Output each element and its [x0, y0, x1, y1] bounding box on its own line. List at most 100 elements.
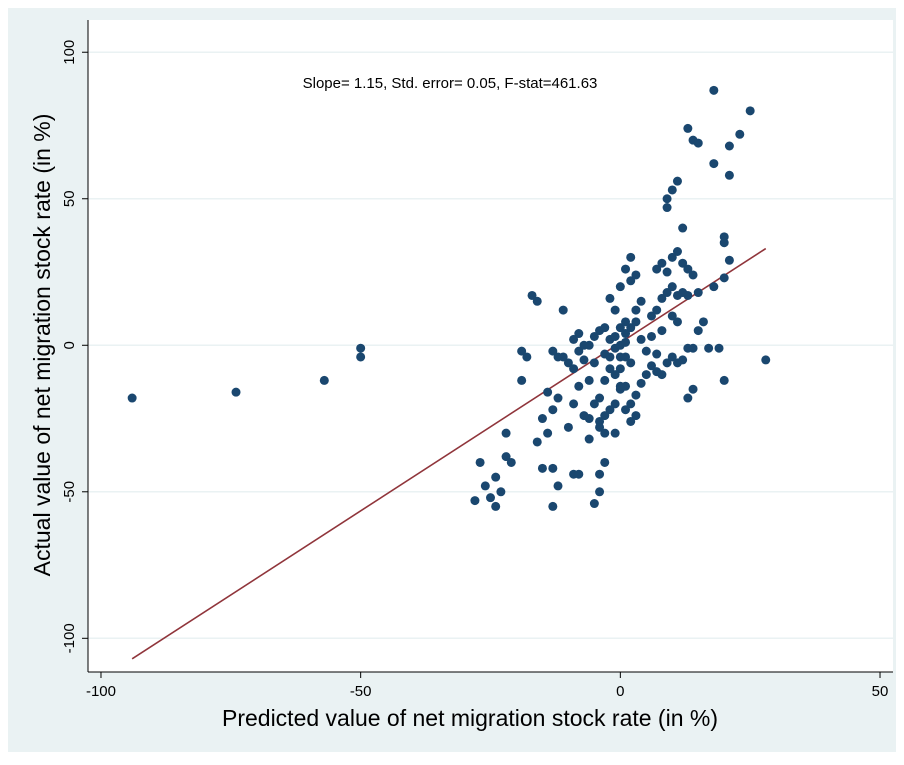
x-axis-title: Predicted value of net migration stock r…	[222, 705, 718, 731]
point	[615, 364, 625, 374]
point	[532, 437, 542, 447]
point	[501, 428, 511, 438]
point	[506, 457, 516, 467]
point	[579, 340, 589, 350]
point	[491, 501, 501, 511]
point	[631, 390, 641, 400]
point	[480, 481, 490, 491]
point	[486, 493, 495, 503]
point	[595, 487, 605, 497]
point	[621, 317, 631, 327]
point	[719, 273, 729, 283]
point	[626, 276, 636, 286]
point	[548, 405, 558, 415]
point	[647, 361, 656, 371]
point	[553, 481, 563, 491]
point	[579, 411, 589, 421]
point	[548, 463, 558, 473]
point	[662, 288, 672, 298]
point	[626, 416, 636, 426]
point	[605, 364, 615, 374]
point	[595, 469, 605, 479]
point	[724, 141, 734, 151]
point	[600, 323, 610, 333]
point	[636, 296, 646, 306]
point	[652, 264, 662, 274]
point	[621, 329, 631, 339]
point	[714, 343, 724, 353]
point	[719, 375, 729, 385]
point	[537, 414, 547, 424]
point	[569, 399, 579, 409]
point	[615, 323, 625, 333]
point	[496, 487, 506, 497]
point	[735, 129, 745, 139]
point	[584, 434, 594, 444]
point	[527, 290, 537, 300]
point	[626, 358, 636, 368]
point	[589, 331, 599, 341]
fit-line	[131, 247, 767, 660]
point	[574, 329, 584, 339]
point	[626, 252, 636, 262]
point	[647, 311, 656, 321]
point	[127, 393, 137, 403]
point	[610, 428, 620, 438]
point	[475, 457, 485, 467]
point	[595, 422, 605, 432]
point	[709, 159, 719, 169]
point	[610, 331, 620, 341]
x-tick-label: 0	[616, 683, 624, 700]
point	[548, 501, 558, 511]
point	[652, 305, 662, 315]
point	[543, 428, 553, 438]
point	[595, 393, 605, 403]
point	[621, 337, 631, 347]
point	[522, 352, 532, 362]
point	[652, 349, 662, 359]
point	[662, 203, 672, 213]
point	[709, 282, 719, 292]
point	[569, 364, 579, 374]
point	[610, 305, 620, 315]
point	[662, 267, 672, 277]
point	[698, 317, 708, 327]
point	[693, 138, 703, 148]
point	[615, 352, 625, 362]
point	[517, 375, 527, 385]
point	[615, 381, 625, 391]
point	[724, 255, 734, 265]
point	[501, 452, 511, 462]
point	[641, 346, 651, 356]
point	[610, 370, 620, 380]
point	[693, 288, 703, 298]
y-tick-label: -100	[61, 623, 78, 653]
point	[678, 223, 688, 233]
point	[693, 326, 703, 336]
point	[231, 387, 241, 397]
point	[631, 317, 641, 327]
point	[636, 378, 646, 388]
point	[626, 323, 636, 333]
point	[558, 352, 568, 362]
point	[667, 311, 677, 321]
point	[667, 185, 677, 195]
y-tick-label: -50	[61, 481, 78, 503]
point	[688, 270, 698, 280]
point	[672, 317, 682, 327]
point	[517, 346, 527, 356]
point	[605, 293, 615, 303]
point	[631, 270, 641, 280]
point	[672, 176, 682, 186]
point	[667, 352, 677, 362]
point	[657, 293, 667, 303]
point	[704, 343, 714, 353]
point	[563, 422, 573, 432]
point	[589, 358, 599, 368]
point	[688, 384, 698, 394]
point	[652, 367, 662, 377]
point	[356, 352, 366, 362]
point	[683, 123, 693, 133]
y-tick-label: 100	[61, 40, 78, 65]
